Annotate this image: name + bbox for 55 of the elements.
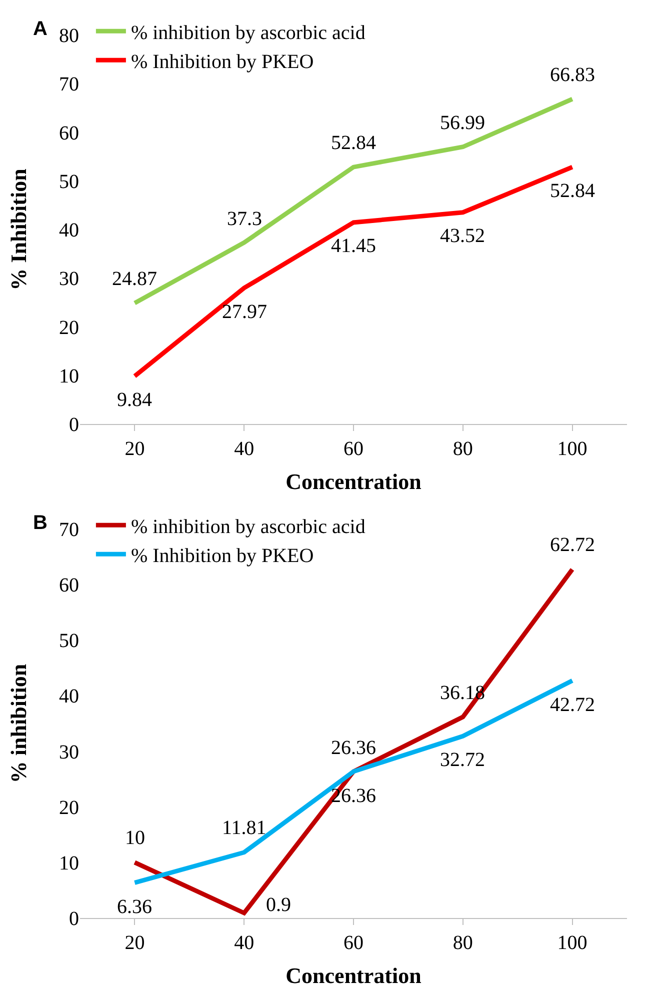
data-label: 26.36 [331, 737, 376, 759]
x-tick-label: 80 [452, 932, 473, 954]
y-tick-label: 30 [59, 741, 79, 764]
y-axis-title: % inhibition [6, 664, 31, 784]
x-tick-label: 20 [124, 932, 145, 954]
data-label: 10 [125, 827, 145, 849]
x-tick-label: 80 [452, 438, 473, 460]
y-tick-label: 70 [59, 74, 79, 96]
legend-label: % inhibition by ascorbic acid [130, 516, 366, 538]
y-tick-label: 50 [59, 630, 79, 652]
data-label: 9.84 [117, 389, 152, 411]
data-label: 24.87 [112, 268, 157, 290]
data-label: 0.9 [266, 894, 291, 916]
y-tick-label: 60 [59, 122, 79, 144]
y-tick-label: 40 [59, 686, 79, 708]
y-tick-label: 10 [59, 852, 79, 874]
y-tick-label: 50 [59, 170, 79, 193]
legend-label: % Inhibition by PKEO [130, 50, 314, 73]
y-tick-label: 40 [59, 220, 79, 242]
data-label: 27.97 [222, 301, 267, 323]
y-tick-label: 10 [59, 365, 79, 388]
data-label: 52.84 [331, 132, 376, 154]
x-tick-label: 40 [234, 438, 254, 460]
y-tick-label: 60 [59, 574, 79, 597]
data-label: 32.72 [440, 749, 485, 771]
y-axis-title: % Inhibition [6, 168, 31, 290]
legend-label: % inhibition by ascorbic acid [130, 22, 366, 44]
text: B [33, 512, 48, 534]
x-tick-label: 60 [344, 438, 364, 460]
x-axis-title: Concentration [286, 963, 422, 988]
y-tick-label: 0 [69, 414, 79, 436]
data-label: 42.72 [550, 694, 595, 716]
data-label: 52.84 [550, 180, 595, 202]
data-label: 6.36 [117, 896, 152, 918]
data-label: 56.99 [440, 112, 485, 134]
data-label: 11.81 [222, 817, 266, 839]
x-tick-label: 40 [234, 932, 254, 954]
y-tick-label: 30 [59, 268, 79, 290]
data-label: 66.83 [550, 64, 595, 86]
text: A [33, 18, 48, 40]
data-label: 41.45 [331, 235, 376, 257]
y-tick-label: 70 [59, 519, 79, 541]
data-label: 62.72 [550, 534, 595, 556]
x-tick-label: 60 [344, 932, 364, 954]
x-tick-label: 100 [557, 932, 588, 954]
legend-label: % Inhibition by PKEO [130, 544, 314, 567]
y-tick-label: 20 [59, 316, 79, 339]
y-tick-label: 80 [59, 25, 79, 47]
x-tick-label: 100 [557, 438, 588, 460]
x-axis-title: Concentration [286, 469, 422, 494]
data-label: 37.3 [227, 208, 262, 230]
y-tick-label: 0 [69, 908, 79, 930]
data-label: 43.52 [440, 225, 485, 247]
x-tick-label: 20 [124, 438, 145, 460]
y-tick-label: 20 [59, 796, 79, 819]
